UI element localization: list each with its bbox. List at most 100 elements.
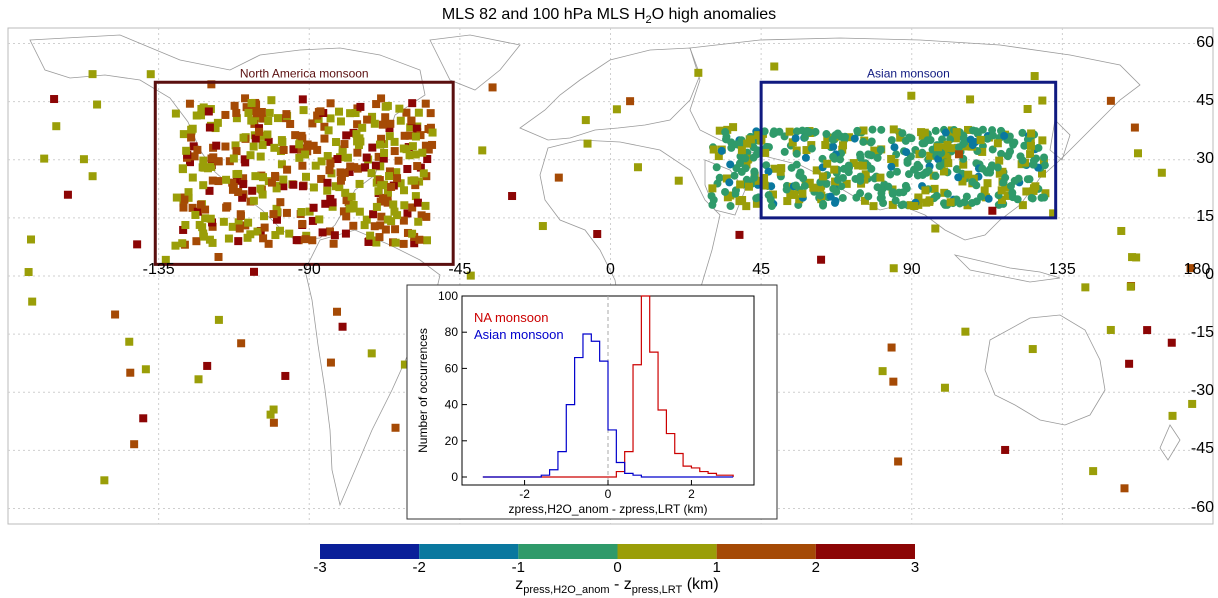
greenland-coast: [429, 34, 521, 91]
anomaly-markers: [24, 62, 1197, 493]
anomaly-square: [179, 225, 188, 234]
anomaly-square: [400, 186, 409, 195]
anomaly-square: [303, 140, 312, 149]
anomaly-square: [358, 123, 367, 132]
anomaly-circle: [770, 127, 779, 136]
anomaly-square: [360, 221, 369, 230]
anomaly-square: [241, 158, 250, 167]
anomaly-square: [411, 132, 420, 141]
anomaly-circle: [1029, 160, 1038, 169]
anomaly-circle: [968, 141, 977, 150]
anomaly-square: [821, 140, 830, 149]
anomaly-square: [790, 190, 799, 199]
anomaly-square: [63, 190, 72, 199]
anomaly-square: [331, 182, 340, 191]
x-tick-label: 2: [688, 487, 695, 501]
anomaly-square: [381, 225, 390, 234]
anomaly-square: [253, 227, 262, 236]
anomaly-square: [234, 188, 243, 197]
anomaly-square: [1081, 283, 1090, 292]
anomaly-square: [141, 365, 150, 374]
anomaly-circle: [742, 175, 751, 184]
anomaly-square: [363, 115, 372, 124]
anomaly-circle: [867, 164, 876, 173]
anomaly-square: [375, 176, 384, 185]
anomaly-square: [328, 202, 337, 211]
anomaly-circle: [841, 132, 850, 141]
anomaly-square: [178, 239, 187, 248]
anomaly-circle: [876, 145, 885, 154]
anomaly-square: [205, 186, 214, 195]
anomaly-square: [412, 124, 421, 133]
anomaly-square: [258, 141, 267, 150]
anomaly-square: [414, 108, 423, 117]
anomaly-square: [301, 235, 310, 244]
anomaly-square: [232, 147, 241, 156]
anomaly-circle: [902, 148, 911, 157]
anomaly-square: [281, 371, 290, 380]
anomaly-square: [344, 198, 353, 207]
anomaly-square: [381, 113, 390, 122]
anomaly-square: [126, 368, 135, 377]
anomaly-square: [316, 107, 325, 116]
anomaly-square: [854, 161, 863, 170]
japan-coast: [1049, 119, 1071, 161]
anomaly-square: [1026, 150, 1035, 159]
anomaly-square: [139, 414, 148, 423]
anomaly-square: [802, 146, 811, 155]
anomaly-square: [203, 361, 212, 370]
anomaly-square: [1022, 187, 1031, 196]
anomaly-square: [264, 239, 273, 248]
anomaly-circle: [800, 182, 809, 191]
anomaly-square: [423, 155, 432, 164]
anomaly-square: [192, 237, 201, 246]
anomaly-square: [402, 108, 411, 117]
anomaly-square: [260, 223, 269, 232]
anomaly-square: [1049, 209, 1058, 218]
anomaly-square: [279, 175, 288, 184]
anomaly-square: [111, 310, 120, 319]
anomaly-square: [983, 179, 992, 188]
anomaly-square: [830, 165, 839, 174]
anomaly-circle: [954, 143, 963, 152]
anomaly-square: [842, 179, 851, 188]
anomaly-square: [272, 215, 281, 224]
anomaly-square: [52, 122, 61, 131]
anomaly-circle: [726, 160, 735, 169]
anomaly-square: [214, 315, 223, 324]
anomaly-square: [367, 349, 376, 358]
anomaly-square: [1106, 96, 1115, 105]
anomaly-square: [946, 198, 955, 207]
anomaly-square: [88, 172, 97, 181]
anomaly-square: [349, 221, 358, 230]
monsoon-box: [759, 80, 1058, 220]
anomaly-square: [325, 166, 334, 175]
anomaly-square: [336, 168, 345, 177]
anomaly-square: [995, 156, 1004, 165]
anomaly-circle: [962, 192, 971, 201]
anomaly-circle: [873, 153, 882, 162]
anomaly-square: [276, 198, 285, 207]
anomaly-square: [341, 188, 350, 197]
anomaly-square: [954, 150, 963, 159]
anomaly-circle: [762, 161, 771, 170]
anomaly-square: [428, 128, 437, 137]
anomaly-square: [933, 143, 942, 152]
anomaly-circle: [1004, 150, 1013, 159]
anomaly-square: [407, 116, 416, 125]
arabia-coast: [704, 159, 746, 216]
anomaly-square: [379, 194, 388, 203]
anomaly-square: [914, 193, 923, 202]
anomaly-square: [298, 134, 307, 143]
anomaly-square: [289, 180, 298, 189]
inset-xlabel: zpress,H2O_anom - zpress,LRT (km): [509, 502, 708, 516]
monsoon-box-label: Asian monsoon: [867, 66, 950, 80]
anomaly-square: [248, 186, 257, 195]
anomaly-circle: [1008, 188, 1017, 197]
histogram-series: [482, 333, 734, 478]
anomaly-square: [1003, 191, 1012, 200]
anomaly-circle: [891, 196, 900, 205]
anomaly-square: [742, 202, 751, 211]
anomaly-square: [403, 209, 412, 218]
anomaly-square: [224, 234, 233, 243]
